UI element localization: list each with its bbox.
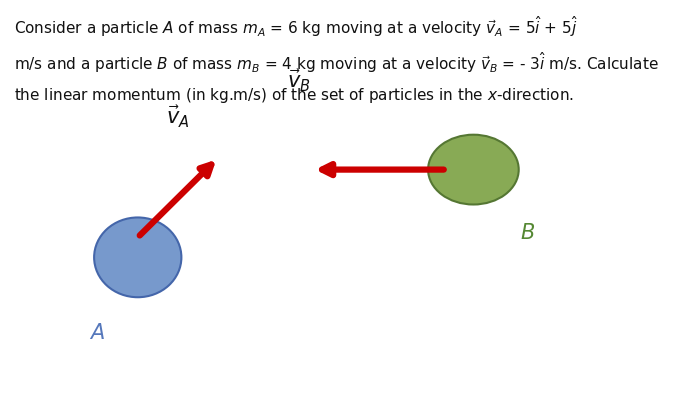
- Ellipse shape: [428, 135, 519, 204]
- Text: $\vec{v}_B$: $\vec{v}_B$: [287, 68, 311, 94]
- Ellipse shape: [94, 217, 182, 297]
- Text: m/s and a particle $B$ of mass $m_B$ = 4 kg moving at a velocity $\vec{v}_B$ = -: m/s and a particle $B$ of mass $m_B$ = 4…: [14, 50, 658, 75]
- Text: Consider a particle $A$ of mass $m_A$ = 6 kg moving at a velocity $\vec{v}_A$ = : Consider a particle $A$ of mass $m_A$ = …: [14, 14, 577, 39]
- Text: the linear momentum (in kg.m/s) of the set of particles in the $x$-direction.: the linear momentum (in kg.m/s) of the s…: [14, 86, 573, 105]
- Text: $B$: $B$: [520, 223, 534, 243]
- Text: $A$: $A$: [90, 323, 105, 343]
- Text: $\vec{v}_A$: $\vec{v}_A$: [166, 103, 190, 130]
